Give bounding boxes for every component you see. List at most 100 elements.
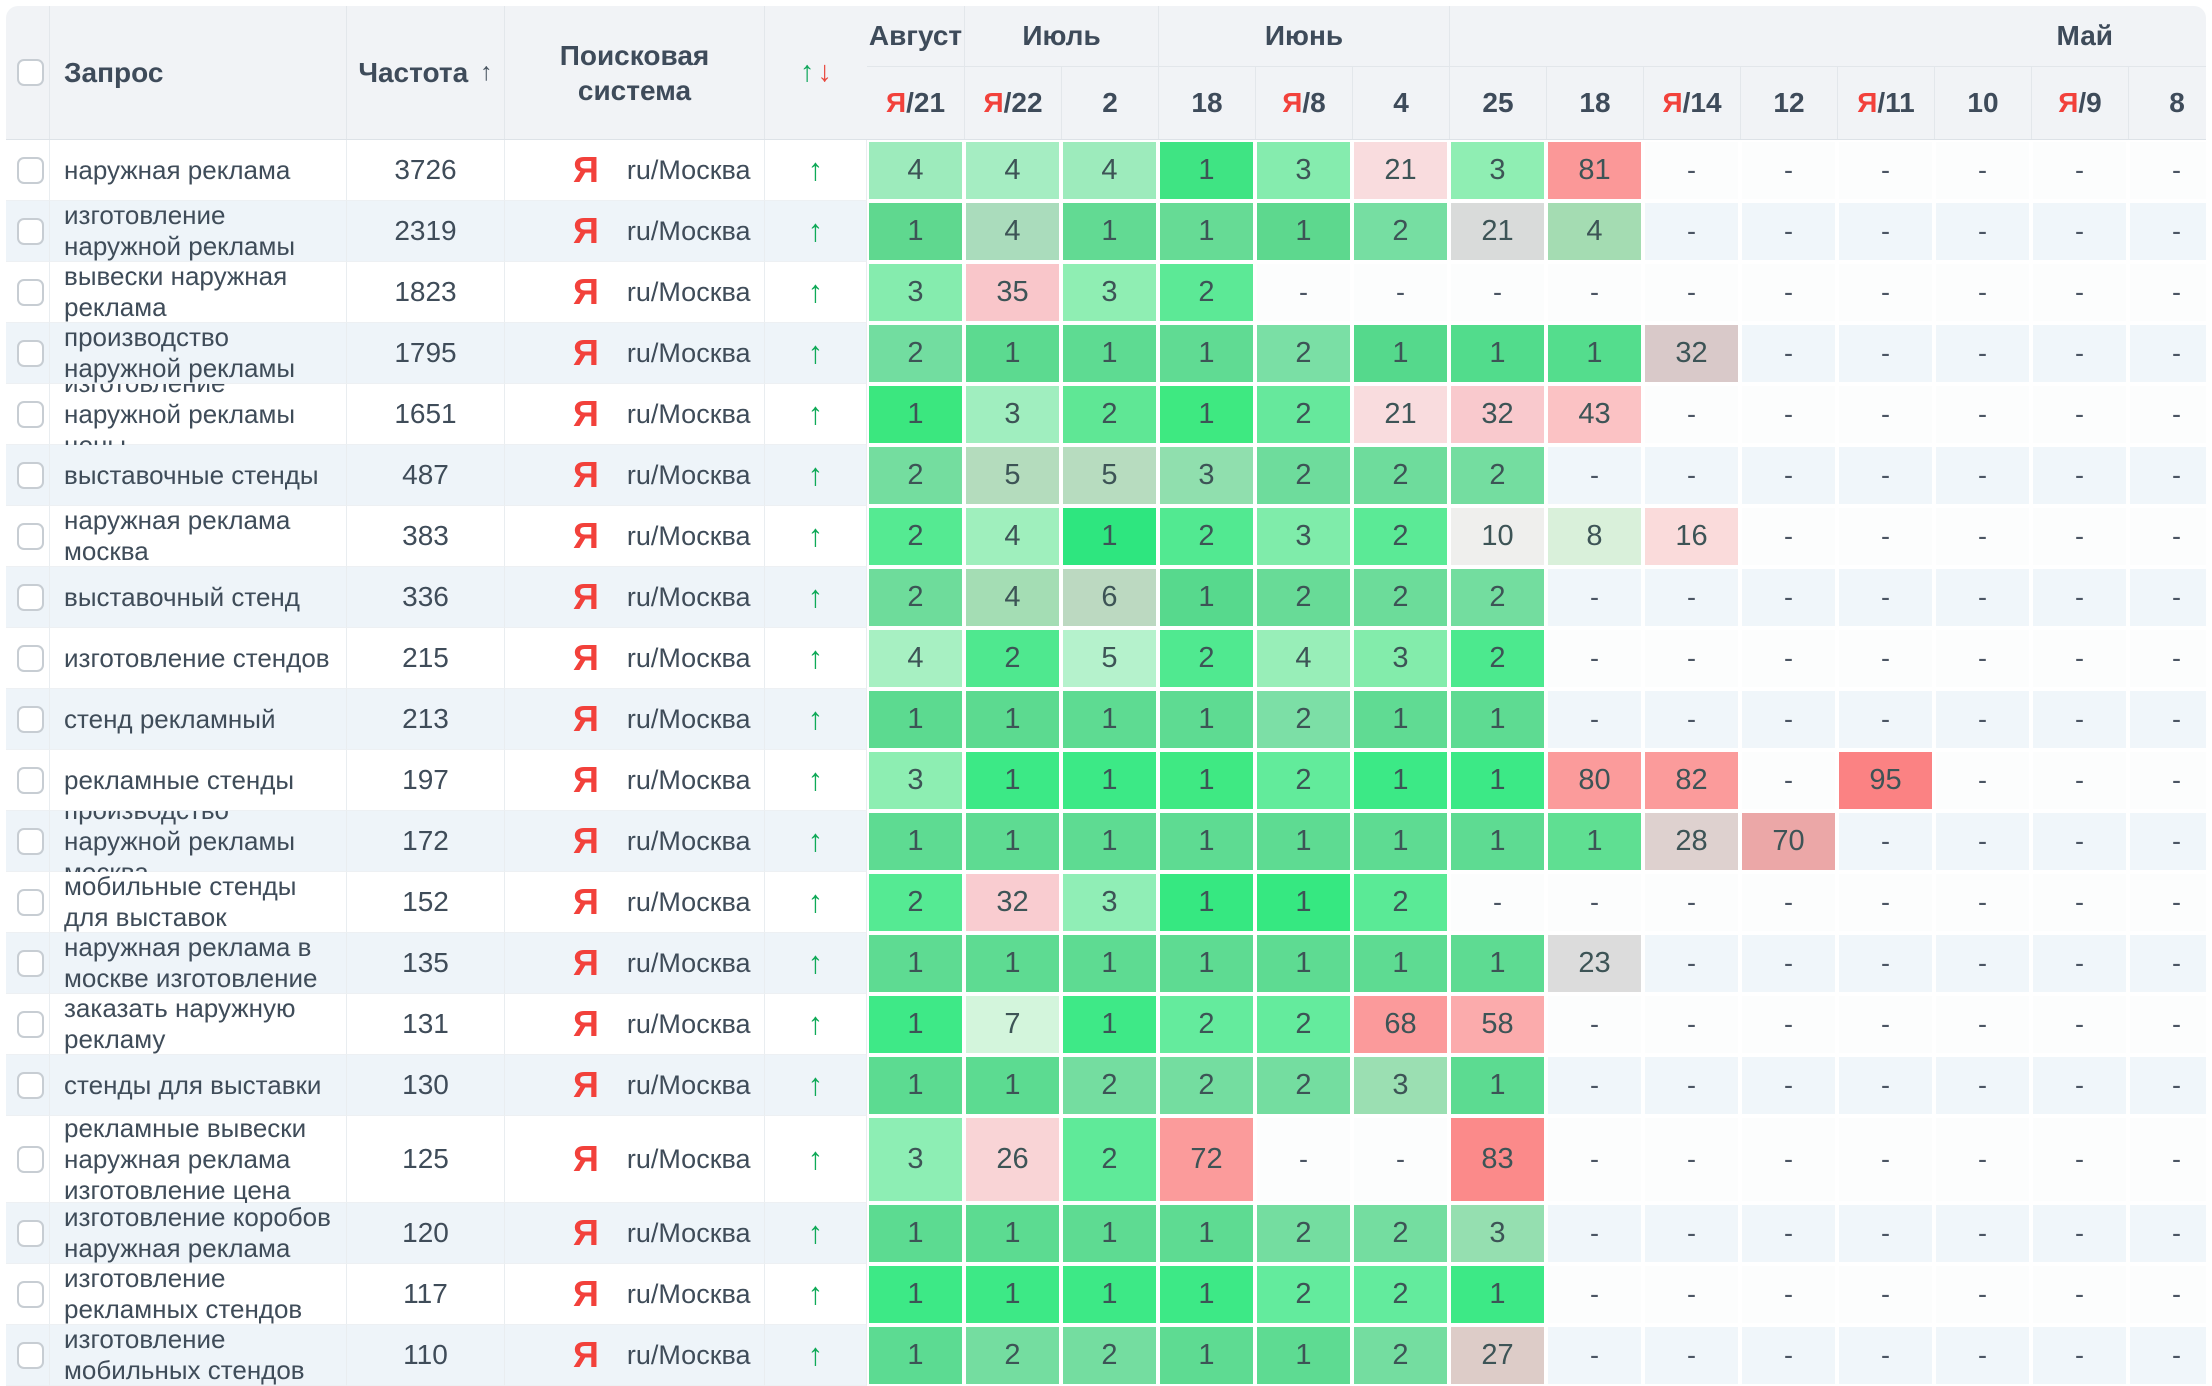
query-cell[interactable]: выставочные стенды	[50, 445, 347, 506]
date-column-header[interactable]: 18	[1158, 67, 1255, 139]
row-checkbox[interactable]	[17, 1010, 44, 1038]
query-cell[interactable]: мобильные стенды для выставок	[50, 872, 347, 933]
position-cell: 4	[964, 506, 1061, 567]
row-checkbox[interactable]	[17, 644, 44, 672]
table-row[interactable]: производство наружной рекламы москва172Я…	[6, 811, 2206, 872]
row-checkbox[interactable]	[17, 888, 44, 916]
query-cell[interactable]: заказать наружную рекламу	[50, 994, 347, 1055]
query-cell[interactable]: стенд рекламный	[50, 689, 347, 750]
date-column-header[interactable]: Я/11	[1837, 67, 1934, 139]
query-cell[interactable]: изготовление мобильных стендов	[50, 1325, 347, 1386]
position-cell: -	[2128, 1203, 2206, 1264]
query-cell[interactable]: выставочный стенд	[50, 567, 347, 628]
row-checkbox[interactable]	[17, 156, 44, 184]
query-cell[interactable]: наружная реклама в москве изготовление	[50, 933, 347, 994]
query-cell[interactable]: наружная реклама	[50, 140, 347, 201]
date-label: 2	[1102, 87, 1118, 118]
column-header-trend[interactable]: ↑ ↓	[765, 6, 867, 139]
table-row[interactable]: рекламные вывески наружная реклама изгот…	[6, 1116, 2206, 1203]
query-cell[interactable]: стенды для выставки	[50, 1055, 347, 1116]
query-cell[interactable]: изготовление стендов	[50, 628, 347, 689]
query-cell[interactable]: наружная реклама москва	[50, 506, 347, 567]
date-label: /8	[1302, 87, 1326, 118]
row-checkbox[interactable]	[17, 949, 44, 977]
date-column-header[interactable]: Я/9	[2031, 67, 2128, 139]
query-cell[interactable]: изготовление наружной рекламы	[50, 201, 347, 262]
row-checkbox[interactable]	[17, 522, 44, 550]
date-column-header[interactable]: Я/21	[867, 67, 964, 139]
position-value: 81	[1548, 142, 1641, 199]
row-checkbox[interactable]	[17, 217, 44, 245]
query-cell[interactable]: изготовление коробов наружная реклама	[50, 1203, 347, 1264]
date-column-header[interactable]: 2	[1061, 67, 1158, 139]
row-checkbox[interactable]	[17, 1219, 44, 1247]
table-row[interactable]: наружная реклама в москве изготовление 13…	[6, 933, 2206, 994]
date-column-header[interactable]: Я/22	[964, 67, 1061, 139]
position-value: 1	[1354, 325, 1447, 382]
column-header-query[interactable]: Запрос	[50, 6, 347, 139]
query-cell[interactable]: производство наружной рекламы	[50, 323, 347, 384]
row-checkbox[interactable]	[17, 339, 44, 367]
position-cell: -	[1837, 567, 1934, 628]
position-value: 1	[1257, 935, 1350, 992]
position-value: 1	[1548, 325, 1641, 382]
row-checkbox[interactable]	[17, 1280, 44, 1308]
position-value: -	[1742, 996, 1835, 1053]
position-value: 1	[1257, 203, 1350, 260]
column-header-search-engine: Поисковая система	[505, 6, 765, 139]
row-checkbox[interactable]	[17, 461, 44, 489]
position-cell: 2	[1255, 750, 1352, 811]
row-checkbox[interactable]	[17, 705, 44, 733]
query-cell[interactable]: рекламные стенды	[50, 750, 347, 811]
row-checkbox[interactable]	[17, 583, 44, 611]
query-cell[interactable]: вывески наружная реклама	[50, 262, 347, 323]
row-checkbox[interactable]	[17, 1341, 44, 1369]
date-column-header[interactable]: Я/14	[1643, 67, 1740, 139]
date-column-header[interactable]: 8	[2128, 67, 2206, 139]
date-column-header[interactable]: 12	[1740, 67, 1837, 139]
date-column-header[interactable]: Я/8	[1255, 67, 1352, 139]
position-value: -	[1839, 813, 1932, 870]
row-checkbox[interactable]	[17, 400, 44, 428]
position-value: 1	[1160, 874, 1253, 931]
date-column-header[interactable]: 10	[1934, 67, 2031, 139]
column-header-frequency[interactable]: Частота ↑	[347, 6, 505, 139]
row-checkbox[interactable]	[17, 766, 44, 794]
query-cell[interactable]: изготовление наружной рекламы цены	[50, 384, 347, 445]
query-cell[interactable]: рекламные вывески наружная реклама изгот…	[50, 1116, 347, 1203]
position-cell: -	[2128, 506, 2206, 567]
query-cell[interactable]: производство наружной рекламы москва	[50, 811, 347, 872]
position-cell: 1	[1158, 1264, 1255, 1325]
date-column-header[interactable]: 25	[1449, 67, 1546, 139]
query-cell[interactable]: изготовление рекламных стендов	[50, 1264, 347, 1325]
row-checkbox[interactable]	[17, 1145, 44, 1173]
row-checkbox[interactable]	[17, 1071, 44, 1099]
table-row[interactable]: изготовление коробов наружная реклама 120…	[6, 1203, 2206, 1264]
table-row[interactable]: изготовление наружной рекламы цены1651Яr…	[6, 384, 2206, 445]
position-cell: 1	[1061, 506, 1158, 567]
month-group: Июнь	[1158, 6, 1449, 66]
date-column-header[interactable]: 18	[1546, 67, 1643, 139]
row-checkbox[interactable]	[17, 827, 44, 855]
position-cell: 3	[1158, 445, 1255, 506]
row-checkbox[interactable]	[17, 278, 44, 306]
date-label: /9	[2078, 87, 2102, 118]
date-column-header[interactable]: 4	[1352, 67, 1449, 139]
select-all-checkbox[interactable]	[17, 59, 44, 86]
